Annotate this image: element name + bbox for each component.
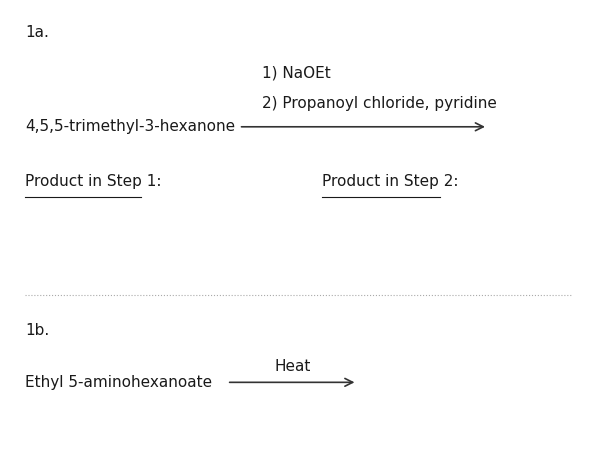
Text: 1a.: 1a. bbox=[25, 25, 49, 40]
Text: 1) NaOEt: 1) NaOEt bbox=[262, 65, 331, 80]
Text: Product in Step 2:: Product in Step 2: bbox=[322, 174, 458, 189]
Text: 1b.: 1b. bbox=[25, 323, 49, 338]
Text: Ethyl 5-aminohexanoate: Ethyl 5-aminohexanoate bbox=[25, 375, 212, 390]
Text: Product in Step 1:: Product in Step 1: bbox=[25, 174, 162, 189]
Text: Heat: Heat bbox=[274, 359, 311, 374]
Text: 4,5,5-trimethyl-3-hexanone: 4,5,5-trimethyl-3-hexanone bbox=[25, 119, 235, 134]
Text: 2) Propanoyl chloride, pyridine: 2) Propanoyl chloride, pyridine bbox=[262, 96, 497, 111]
